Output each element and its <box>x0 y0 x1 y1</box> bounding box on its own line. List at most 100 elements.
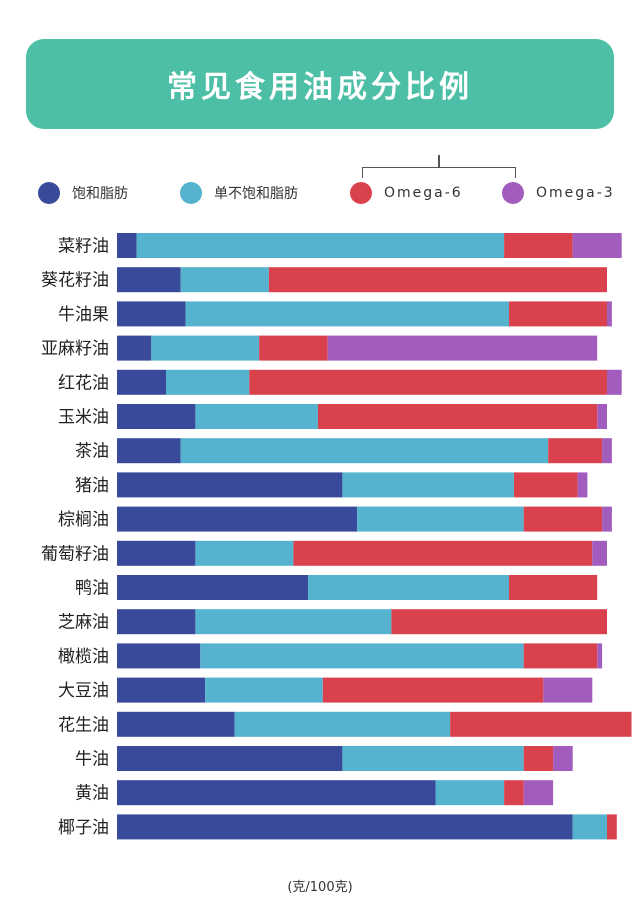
bar-segment-s2-3 <box>259 335 328 361</box>
bar-segment-s3-8 <box>602 506 612 532</box>
bar-segment-s1-15 <box>342 746 524 771</box>
legend-item-monounsaturated: 单不饱和脂肪 <box>180 180 298 206</box>
category-label: 牛油果 <box>58 305 109 325</box>
bar-segment-s1-2 <box>185 301 509 327</box>
bar-segment-s1-14 <box>234 711 451 737</box>
bar-segment-s0-9 <box>117 540 196 566</box>
bar-segment-s2-8 <box>523 506 603 532</box>
bar-segment-s0-7 <box>117 472 343 498</box>
category-label: 葵花籽油 <box>41 271 109 291</box>
legend-label-saturated: 饱和脂肪 <box>72 186 128 202</box>
bar-segment-s1-10 <box>308 575 509 600</box>
bar-segment-s3-7 <box>577 472 588 498</box>
category-label: 棕榈油 <box>58 510 109 530</box>
bar-segment-s0-13 <box>117 677 206 703</box>
bar-segment-s2-16 <box>504 780 524 806</box>
category-label: 牛油 <box>75 750 109 770</box>
category-label: 茶油 <box>75 442 109 462</box>
legend-label-monounsaturated: 单不饱和脂肪 <box>214 186 298 202</box>
bar-segment-s2-15 <box>523 746 554 771</box>
bar-segment-s0-6 <box>117 438 181 464</box>
bar-segment-s3-5 <box>597 404 607 429</box>
legend-dot-monounsaturated <box>180 182 202 204</box>
bar-segment-s1-11 <box>195 609 392 635</box>
bar-segment-s0-0 <box>117 233 137 258</box>
bar-segment-s3-9 <box>592 540 607 566</box>
legend-bracket <box>362 167 516 178</box>
bar-segment-s0-11 <box>117 609 196 635</box>
bar-segment-s0-5 <box>117 404 196 429</box>
bar-segment-s3-13 <box>543 677 593 703</box>
bar-segment-s3-12 <box>597 643 603 669</box>
bar-segment-s1-17 <box>572 814 607 840</box>
bar-segment-s2-6 <box>548 438 603 464</box>
category-label: 芝麻油 <box>58 613 109 633</box>
category-label: 椰子油 <box>58 818 109 838</box>
bar-segment-s2-10 <box>509 575 598 600</box>
bar-segment-s2-14 <box>450 711 632 737</box>
bar-segment-s0-3 <box>117 335 152 361</box>
bar-segment-s1-16 <box>435 780 505 806</box>
bar-segment-s1-12 <box>200 643 524 669</box>
bar-segment-s2-0 <box>504 233 573 258</box>
legend-label-omega6: Omega-6 <box>384 185 463 201</box>
bar-segment-s2-13 <box>322 677 544 703</box>
legend-item-omega3: Omega-3 <box>502 180 615 206</box>
category-label: 菜籽油 <box>58 237 109 257</box>
legend-dot-omega6 <box>350 182 372 204</box>
bar-segment-s1-1 <box>180 267 269 293</box>
category-label: 红花油 <box>58 373 109 393</box>
bar-segment-s3-15 <box>553 746 573 771</box>
bar-segment-s2-2 <box>509 301 607 327</box>
category-label: 大豆油 <box>58 681 109 701</box>
bar-segment-s0-1 <box>117 267 181 293</box>
bar-segment-s1-3 <box>151 335 260 361</box>
bar-segment-s2-4 <box>249 369 608 395</box>
bar-segment-s0-16 <box>117 780 436 806</box>
bar-segment-s3-16 <box>523 780 554 806</box>
category-label: 玉米油 <box>58 408 109 428</box>
legend-label-omega3: Omega-3 <box>536 185 615 201</box>
bar-segment-s2-1 <box>268 267 607 293</box>
bar-segment-s2-11 <box>391 609 607 635</box>
bar-segment-s0-2 <box>117 301 186 327</box>
bar-segment-s0-8 <box>117 506 358 532</box>
bar-segment-s1-0 <box>136 233 505 258</box>
legend-bracket-stem <box>438 155 440 167</box>
bar-segment-s1-7 <box>342 472 514 498</box>
bar-segment-s0-12 <box>117 643 201 669</box>
bar-segment-s2-5 <box>317 404 598 429</box>
bar-segment-s3-2 <box>607 301 612 327</box>
category-label: 鸭油 <box>75 579 109 599</box>
bar-segment-s0-15 <box>117 746 343 771</box>
category-label: 花生油 <box>58 715 109 735</box>
bar-segment-s1-5 <box>195 404 318 429</box>
legend-dot-saturated <box>38 182 60 204</box>
bar-segment-s0-4 <box>117 369 166 395</box>
bar-segment-s0-17 <box>117 814 573 840</box>
category-label: 葡萄籽油 <box>41 544 109 564</box>
bar-segment-s2-17 <box>607 814 617 840</box>
bar-segment-s1-8 <box>357 506 524 532</box>
legend-item-saturated: 饱和脂肪 <box>38 180 128 206</box>
bar-segment-s1-6 <box>180 438 549 464</box>
bar-segment-s1-4 <box>166 369 250 395</box>
bar-segment-s1-9 <box>195 540 294 566</box>
bar-segment-s0-10 <box>117 575 309 600</box>
bar-segment-s3-6 <box>602 438 612 464</box>
bar-segment-s3-3 <box>327 335 598 361</box>
bar-segment-s0-14 <box>117 711 235 737</box>
chart-title: 常见食用油成分比例 <box>167 70 473 105</box>
bar-segment-s2-12 <box>523 643 598 669</box>
title-banner: 常见食用油成分比例 <box>26 39 614 129</box>
category-label: 亚麻籽油 <box>41 339 109 359</box>
legend-item-omega6: Omega-6 <box>350 180 463 206</box>
bar-segment-s3-4 <box>607 369 622 395</box>
bar-segment-s2-9 <box>293 540 593 566</box>
category-label: 橄榄油 <box>58 647 109 667</box>
unit-label: (克/100克) <box>287 880 353 895</box>
bar-segment-s2-7 <box>513 472 578 498</box>
bar-segment-s1-13 <box>205 677 323 703</box>
bar-segment-s3-0 <box>572 233 622 258</box>
